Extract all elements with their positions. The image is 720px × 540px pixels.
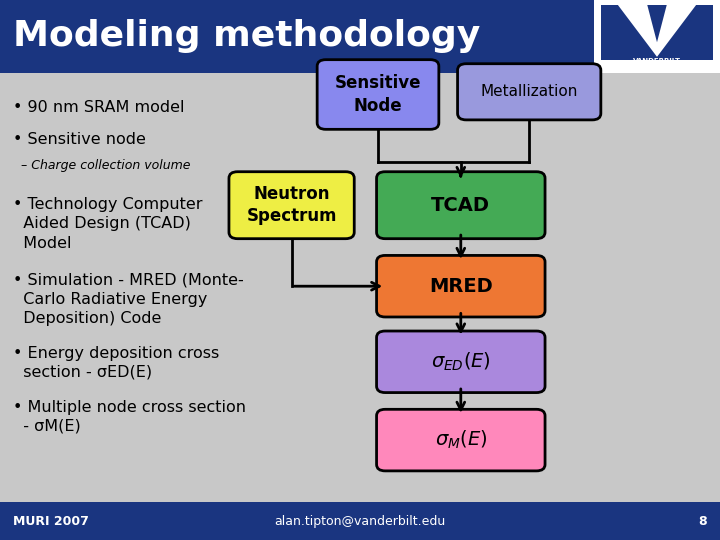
Polygon shape [618, 4, 697, 57]
Text: alan.tipton@vanderbilt.edu: alan.tipton@vanderbilt.edu [274, 515, 446, 528]
Text: Modeling methodology: Modeling methodology [13, 19, 480, 53]
Text: • Simulation - MRED (Monte-
  Carlo Radiative Energy
  Deposition) Code: • Simulation - MRED (Monte- Carlo Radiat… [13, 273, 243, 326]
Text: $\sigma_{M}(E)$: $\sigma_{M}(E)$ [434, 429, 487, 451]
Text: • Energy deposition cross
  section - σED(E): • Energy deposition cross section - σED(… [13, 346, 219, 380]
Text: Metallization: Metallization [480, 84, 578, 99]
FancyBboxPatch shape [318, 60, 439, 130]
Text: Neutron
Spectrum: Neutron Spectrum [246, 185, 337, 225]
Text: • Technology Computer
  Aided Design (TCAD)
  Model: • Technology Computer Aided Design (TCAD… [13, 197, 202, 251]
Text: • 90 nm SRAM model: • 90 nm SRAM model [13, 100, 184, 115]
Bar [601, 5, 713, 60]
Bar [0, 0, 720, 73]
FancyBboxPatch shape [377, 172, 545, 239]
Text: • Sensitive node: • Sensitive node [13, 132, 146, 147]
Text: – Charge collection volume: – Charge collection volume [13, 159, 191, 172]
Text: VANDERBILT: VANDERBILT [633, 58, 681, 64]
FancyBboxPatch shape [229, 172, 354, 239]
Text: 8: 8 [698, 515, 707, 528]
FancyBboxPatch shape [377, 409, 545, 471]
Bar [0, 502, 720, 540]
FancyBboxPatch shape [458, 64, 600, 120]
FancyBboxPatch shape [377, 255, 545, 317]
Text: MRED: MRED [429, 276, 492, 296]
FancyBboxPatch shape [377, 331, 545, 393]
Text: • Multiple node cross section
  - σM(E): • Multiple node cross section - σM(E) [13, 400, 246, 434]
Text: Sensitive
Node: Sensitive Node [335, 75, 421, 114]
Text: TCAD: TCAD [431, 195, 490, 215]
Text: $\sigma_{ED}(E)$: $\sigma_{ED}(E)$ [431, 350, 491, 373]
Text: MURI 2007: MURI 2007 [13, 515, 89, 528]
Bar [594, 0, 720, 73]
